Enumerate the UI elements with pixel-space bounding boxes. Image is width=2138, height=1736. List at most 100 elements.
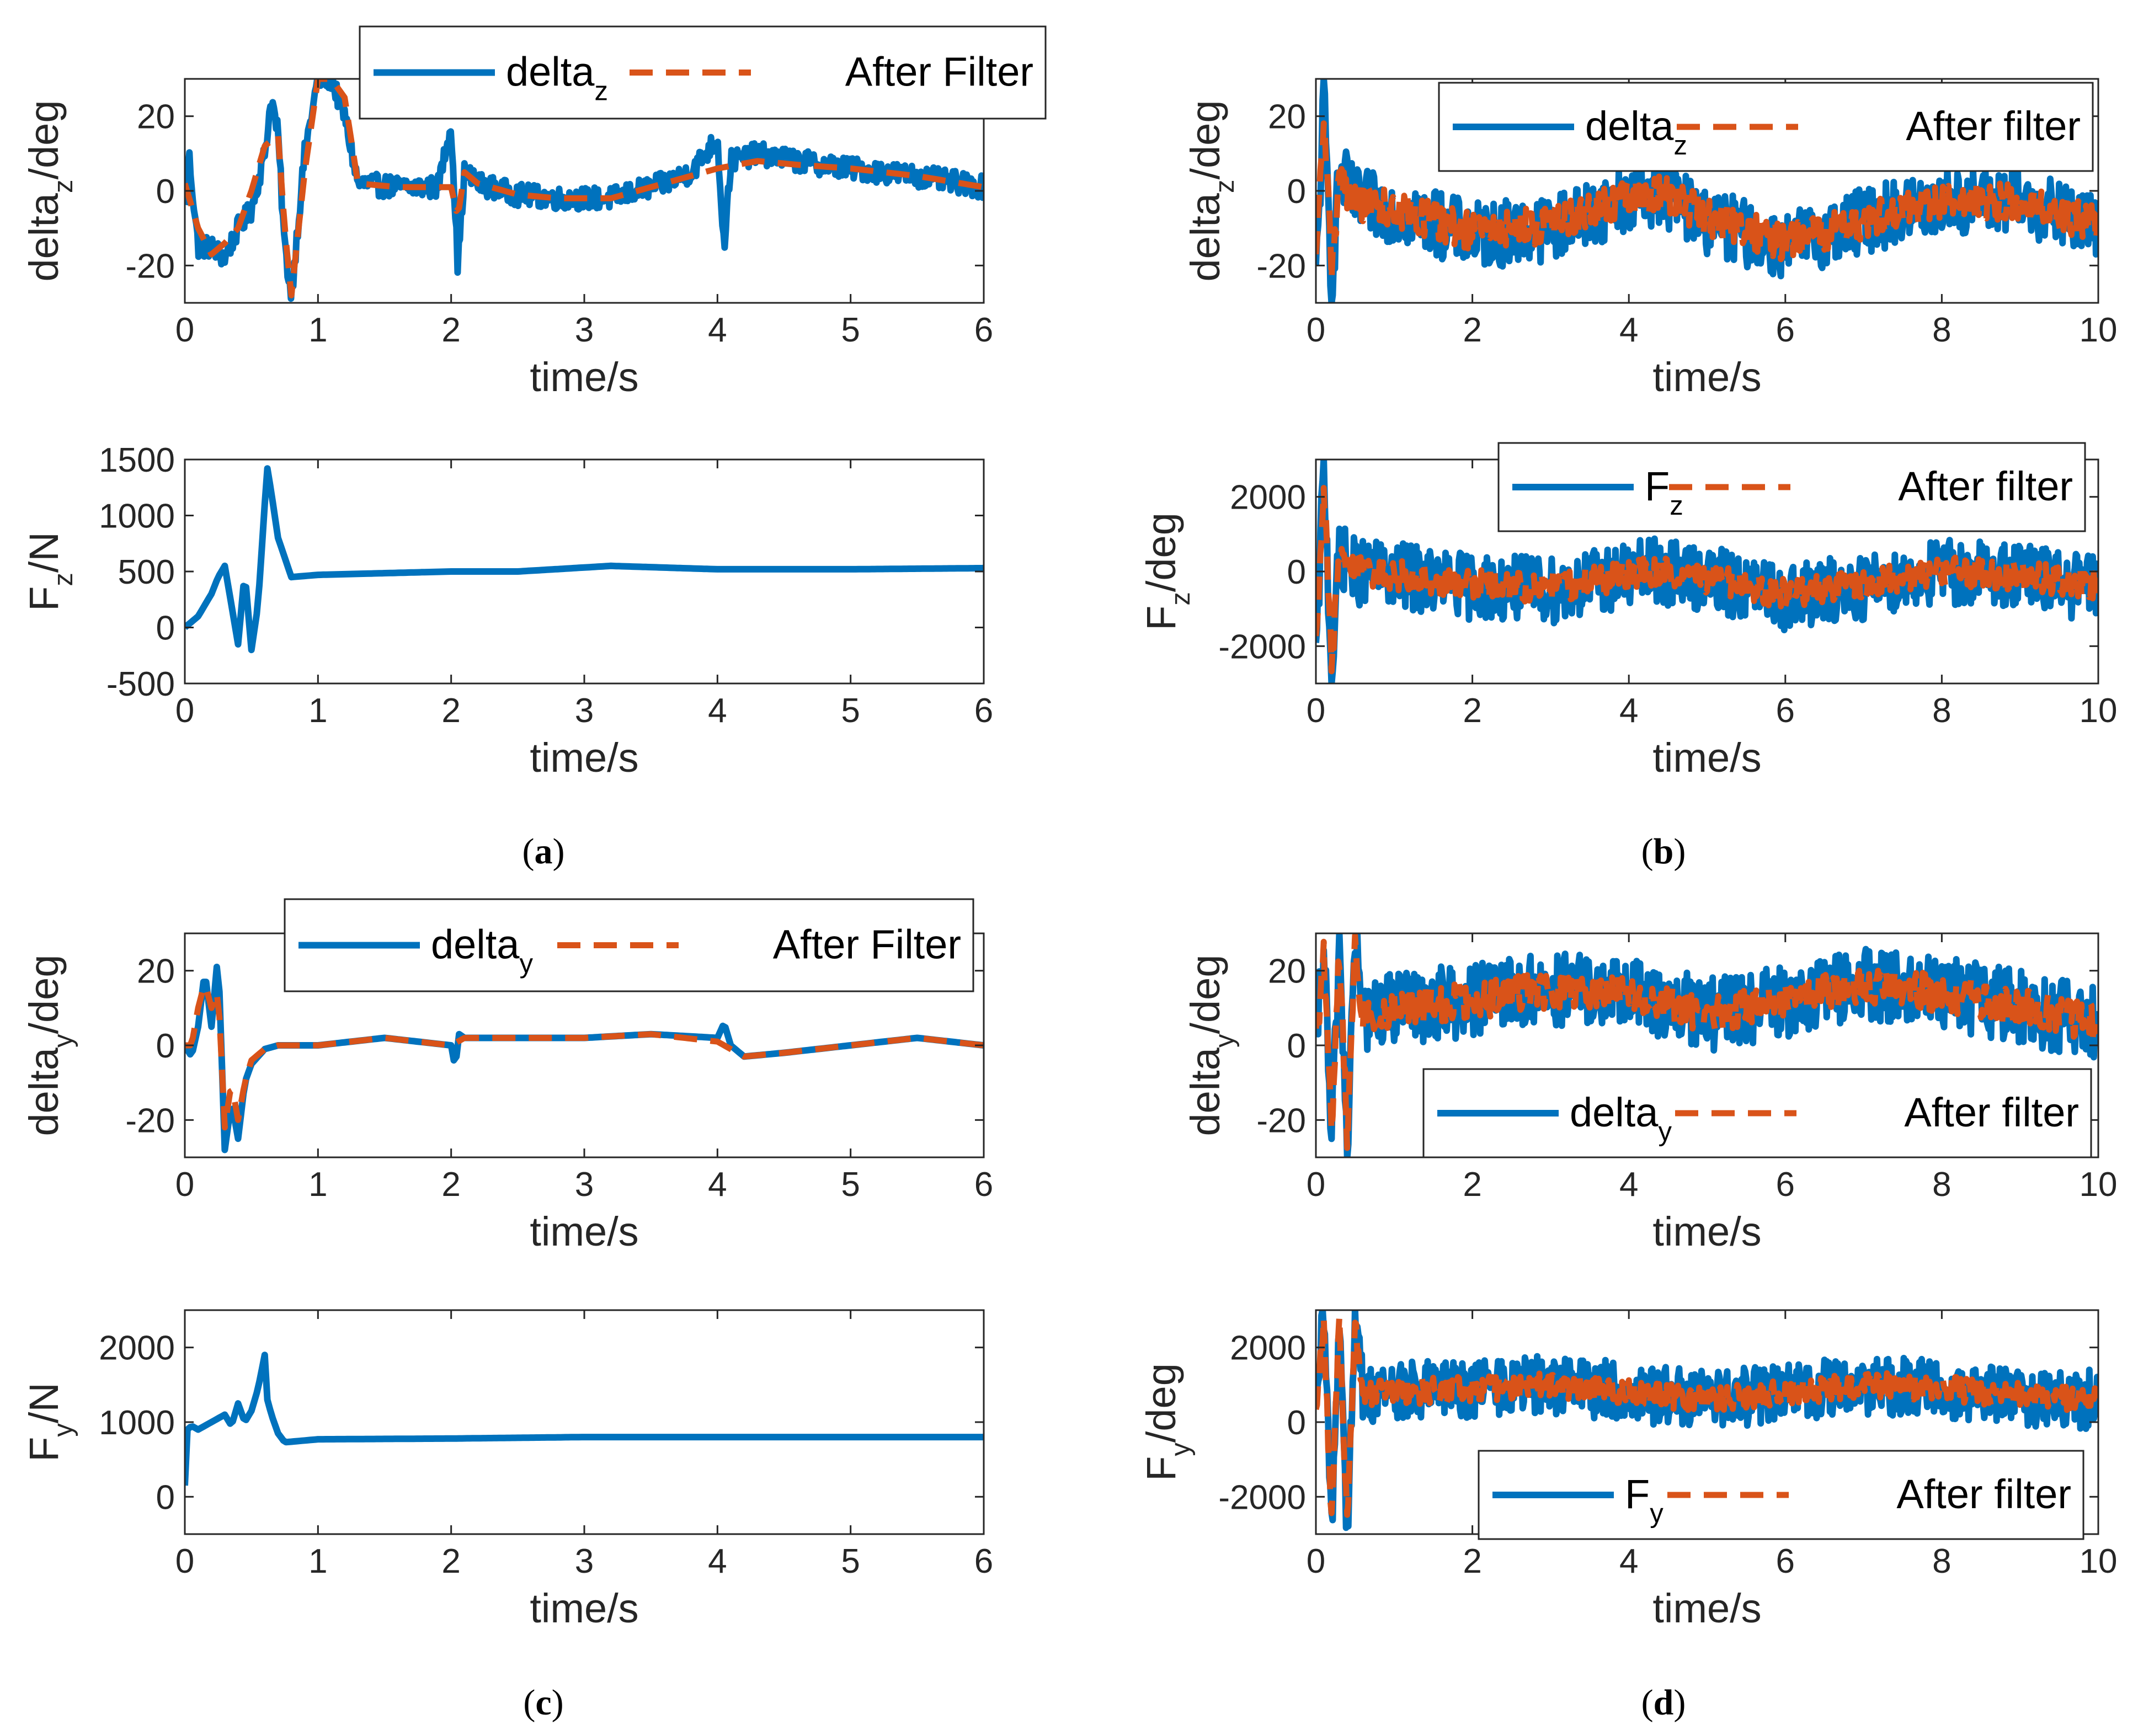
x-tick-label: 3 xyxy=(575,1542,594,1580)
legend: Fz After filter xyxy=(1497,442,2086,532)
legend-entry-series: Fy xyxy=(1625,1471,1664,1529)
x-tick-label: 2 xyxy=(1463,692,1481,730)
x-tick-label: 6 xyxy=(1776,1166,1795,1204)
x-tick-label: 6 xyxy=(974,1166,993,1204)
series-f-z xyxy=(185,465,984,654)
y-tick-label: 2000 xyxy=(1230,1329,1306,1368)
y-tick-label: 0 xyxy=(156,1027,175,1065)
y-axis-label-unit: /deg xyxy=(1138,512,1184,592)
legend-entry-series-subscript: z xyxy=(1673,131,1687,161)
x-tick-label: 0 xyxy=(175,692,194,730)
x-tick-label: 6 xyxy=(1776,692,1795,730)
x-tick-label: 1 xyxy=(308,692,327,730)
legend-entry-series-main: F xyxy=(1645,463,1670,509)
x-tick-label: 8 xyxy=(1932,311,1951,349)
x-axis-label: time/s xyxy=(1652,735,1761,781)
x-tick-label: 0 xyxy=(175,311,194,349)
y-axis-label-main: F xyxy=(21,586,67,611)
y-axis-label-subscript: y xyxy=(49,1423,78,1437)
legend-entry-filter: After filter xyxy=(1906,103,2081,149)
y-axis-label-unit: /deg xyxy=(1182,100,1228,180)
x-tick-label: 0 xyxy=(1307,692,1325,730)
y-tick-label: 0 xyxy=(1287,553,1306,591)
legend-entry-series: Fz xyxy=(1645,463,1683,521)
x-tick-label: 10 xyxy=(2080,311,2118,349)
y-tick-label: 2000 xyxy=(1230,479,1306,517)
y-axis-label-unit: /deg xyxy=(21,955,67,1034)
caption-a-label: a xyxy=(535,831,553,872)
series-group xyxy=(185,1352,984,1486)
x-tick-label: 4 xyxy=(708,311,727,349)
legend-entry-filter: After filter xyxy=(1904,1089,2079,1135)
x-tick-label: 1 xyxy=(308,1542,327,1580)
x-tick-label: 6 xyxy=(1776,311,1795,349)
series-after-filter xyxy=(1316,1313,2098,1518)
x-axis-label: time/s xyxy=(530,1585,638,1631)
x-tick-label: 4 xyxy=(1619,1542,1638,1580)
y-axis-label-subscript: y xyxy=(1166,1443,1196,1456)
caption-b-label: b xyxy=(1654,831,1674,872)
x-axis-label: time/s xyxy=(530,354,638,400)
x-tick-label: 6 xyxy=(1776,1542,1795,1580)
legend: deltaz After filter xyxy=(1438,82,2094,172)
y-axis-label-subscript: y xyxy=(49,1034,78,1048)
y-axis-label: Fy/N xyxy=(21,1382,78,1462)
x-tick-label: 0 xyxy=(1307,311,1325,349)
series-group xyxy=(1316,1310,2098,1531)
y-axis-label: deltaz/deg xyxy=(21,100,78,282)
subfigure-caption-d: (d) xyxy=(1641,1682,1686,1723)
x-tick-label: 5 xyxy=(841,1166,860,1204)
x-axis-label: time/s xyxy=(1652,1209,1761,1254)
svg-text:(d): (d) xyxy=(1641,1682,1686,1723)
x-tick-label: 0 xyxy=(175,1542,194,1580)
legend-entry-series: deltaz xyxy=(1585,103,1687,161)
y-tick-label: -2000 xyxy=(1218,628,1306,666)
x-tick-label: 4 xyxy=(708,1542,727,1580)
y-axis-label-main: F xyxy=(1138,606,1184,631)
y-tick-label: 0 xyxy=(1287,173,1306,211)
y-axis-label-unit: /deg xyxy=(1138,1363,1184,1443)
x-tick-label: 8 xyxy=(1932,1166,1951,1204)
y-axis-label: Fy/deg xyxy=(1138,1363,1196,1481)
legend-entry-series-main: delta xyxy=(1570,1089,1659,1135)
y-tick-label: -500 xyxy=(106,665,175,703)
series-after-filter xyxy=(185,984,984,1131)
x-tick-label: 8 xyxy=(1932,692,1951,730)
y-axis-label: Fz/N xyxy=(21,532,78,611)
x-axis-label: time/s xyxy=(1652,1585,1761,1631)
y-axis-label-subscript: z xyxy=(49,573,78,586)
x-tick-label: 0 xyxy=(1307,1166,1325,1204)
y-axis-label-subscript: y xyxy=(1210,1034,1240,1048)
x-tick-label: 3 xyxy=(575,311,594,349)
y-axis-label: deltay/deg xyxy=(1182,955,1240,1136)
legend-entry-series: deltay xyxy=(431,922,533,979)
x-tick-label: 4 xyxy=(708,692,727,730)
y-tick-label: -20 xyxy=(1256,247,1306,285)
series-after-filter xyxy=(1316,120,2098,282)
legend-entry-series-main: delta xyxy=(1585,103,1674,149)
y-axis-label-main: F xyxy=(1138,1456,1184,1481)
x-tick-label: 2 xyxy=(441,311,460,349)
y-tick-label: 0 xyxy=(156,173,175,211)
x-tick-label: 4 xyxy=(1619,311,1638,349)
series-group xyxy=(1316,933,2098,1157)
x-tick-label: 5 xyxy=(841,1542,860,1580)
y-tick-label: 0 xyxy=(156,1478,175,1516)
x-axis-label: time/s xyxy=(1652,354,1761,400)
x-tick-label: 3 xyxy=(575,1166,594,1204)
x-tick-label: 2 xyxy=(441,1166,460,1204)
y-tick-label: -2000 xyxy=(1218,1478,1306,1516)
y-tick-label: 0 xyxy=(156,610,175,648)
x-tick-label: 2 xyxy=(1463,1166,1481,1204)
subfigure-caption-a: (a) xyxy=(522,831,565,872)
y-axis-label-unit: /N xyxy=(21,1382,67,1423)
x-tick-label: 1 xyxy=(308,311,327,349)
subfigure-caption-b: (b) xyxy=(1641,831,1686,872)
legend-entry-series-subscript: z xyxy=(1670,491,1683,521)
y-axis-label-unit: /deg xyxy=(21,100,67,180)
legend-entry-series-main: delta xyxy=(431,922,520,968)
